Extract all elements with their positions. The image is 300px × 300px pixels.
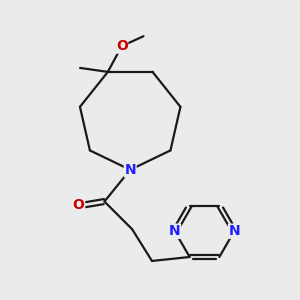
Text: N: N (228, 224, 240, 238)
Text: N: N (124, 163, 136, 177)
Text: N: N (169, 224, 181, 238)
Text: O: O (73, 199, 85, 212)
Text: O: O (116, 39, 127, 53)
